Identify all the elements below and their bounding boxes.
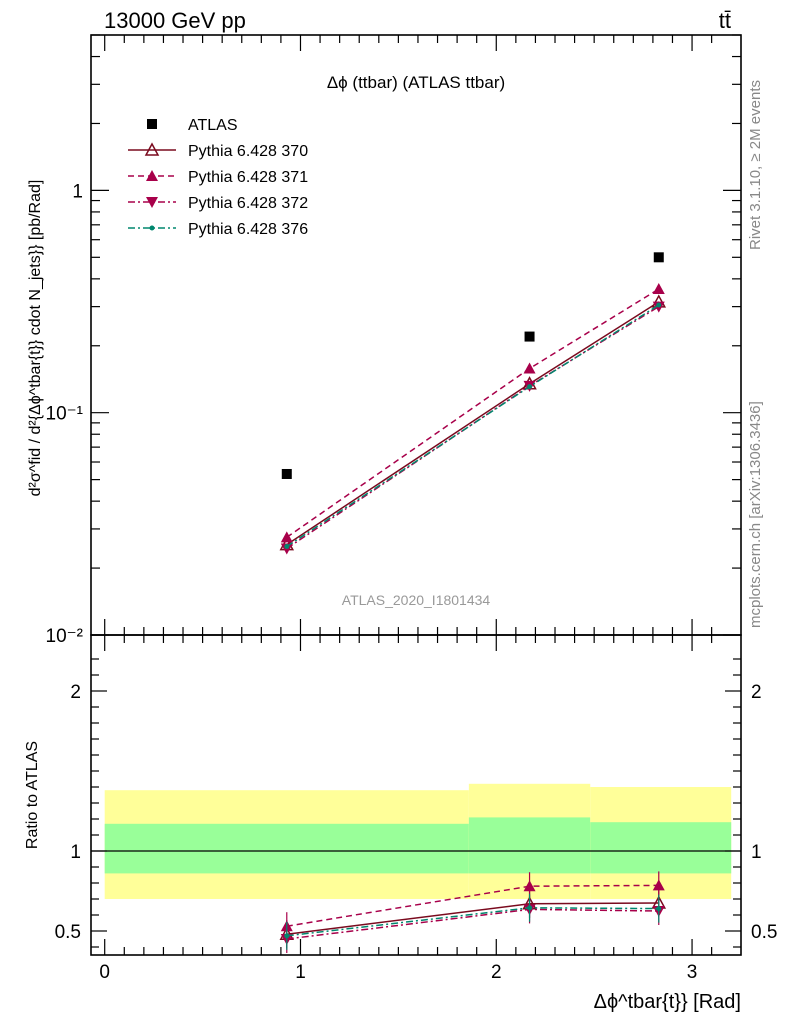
pythia-series-line xyxy=(286,288,660,538)
legend-label: Pythia 6.428 376 xyxy=(188,221,308,238)
pythia-376-marker xyxy=(527,905,533,911)
ratio-plot-area xyxy=(91,783,741,953)
uncertainty-band-green xyxy=(468,817,591,874)
ratio-frame xyxy=(90,634,742,956)
pythia-372-marker xyxy=(146,197,158,208)
uncertainty-band-green xyxy=(590,822,732,874)
main-y-tick-label: 10⁻² xyxy=(46,626,84,647)
pythia-371-marker xyxy=(523,880,536,892)
pythia-376-marker xyxy=(284,933,290,939)
pythia-376-marker xyxy=(656,906,662,912)
atlas-data-point xyxy=(524,331,535,342)
ratio-ticks: 0 1 2 3 0.5 0.5 1 1 2 2 xyxy=(55,635,777,983)
x-tick-label: 1 xyxy=(295,962,306,983)
main-y-tick-label: 1 xyxy=(72,181,83,202)
legend-label: Pythia 6.428 371 xyxy=(188,169,308,186)
atlas-data-point xyxy=(653,252,664,263)
ratio-y-tick-label-left: 2 xyxy=(70,682,81,703)
pythia-370-marker xyxy=(144,142,160,156)
main-y-label-text: d²σ^fid / d²{Δϕ^tbar{t}} cdot N_jets}} [… xyxy=(27,180,44,497)
ratio-panel: 0 1 2 3 0.5 0.5 1 1 2 2 Ratio to ATLAS Δϕ^tbar{t}… xyxy=(24,634,777,1013)
pythia-376-marker xyxy=(284,544,290,550)
energy-label: 13000 GeV pp xyxy=(104,8,246,33)
watermark-label: ATLAS_2020_I1801434 xyxy=(342,592,491,608)
process-label: tt̄ xyxy=(719,8,731,33)
ratio-y-tick-label-right: 1 xyxy=(751,842,762,863)
legend-label: Pythia 6.428 370 xyxy=(188,143,308,160)
main-plot-area xyxy=(279,252,667,555)
main-title: Δϕ (ttbar) (ATLAS ttbar) xyxy=(327,73,505,92)
pythia-376-marker xyxy=(149,225,155,231)
legend: ATLAS Pythia 6.428 370 Pythia 6.428 371 Pyt… xyxy=(128,117,308,238)
main-y-ticks: 10⁻² 10⁻¹ 1 xyxy=(46,34,741,647)
x-tick-label: 2 xyxy=(491,962,502,983)
pythia-series-line xyxy=(286,305,660,550)
ratio-series-line xyxy=(286,908,659,940)
legend-label: Pythia 6.428 372 xyxy=(188,195,308,212)
pythia-371-marker xyxy=(146,170,158,181)
main-panel: 10⁻² 10⁻¹ 1 Δϕ (ttbar) (ATLAS ttbar) ATLAS… xyxy=(27,34,742,647)
x-tick-label: 0 xyxy=(99,962,110,983)
legend-atlas-marker xyxy=(147,119,157,129)
main-y-axis-label: d²σ^fid / d²{Δϕ^tbar{t}} cdot N_jets}} [… xyxy=(27,180,44,497)
ratio-y-tick-label-right: 2 xyxy=(751,682,762,703)
pythia-376-marker xyxy=(656,302,662,308)
legend-label: ATLAS xyxy=(188,117,238,134)
x-tick-label: 3 xyxy=(687,962,698,983)
ratio-y-label: Ratio to ATLAS xyxy=(24,741,41,849)
pythia-series-line xyxy=(286,301,660,546)
pythia-371-marker xyxy=(652,283,665,295)
atlas-data-point xyxy=(281,468,292,479)
ratio-series-line xyxy=(286,884,659,927)
uncertainty-band-green xyxy=(104,823,469,874)
mcplots-label: mcplots.cern.ch [arXiv:1306.3436] xyxy=(747,401,764,628)
ratio-y-tick-label-left: 1 xyxy=(70,842,81,863)
ratio-y-tick-label-left: 0.5 xyxy=(55,922,81,943)
pythia-371-marker xyxy=(652,879,665,891)
pythia-376-marker xyxy=(527,384,533,390)
pythia-371-marker xyxy=(280,531,293,543)
rivet-label: Rivet 3.1.10, ≥ 2M events xyxy=(747,80,764,250)
x-axis-label: Δϕ^tbar{t}} [Rad] xyxy=(594,991,741,1013)
ratio-y-tick-label-right: 0.5 xyxy=(751,922,777,943)
main-y-tick-label: 10⁻¹ xyxy=(46,404,84,425)
pythia-371-marker xyxy=(523,362,536,374)
